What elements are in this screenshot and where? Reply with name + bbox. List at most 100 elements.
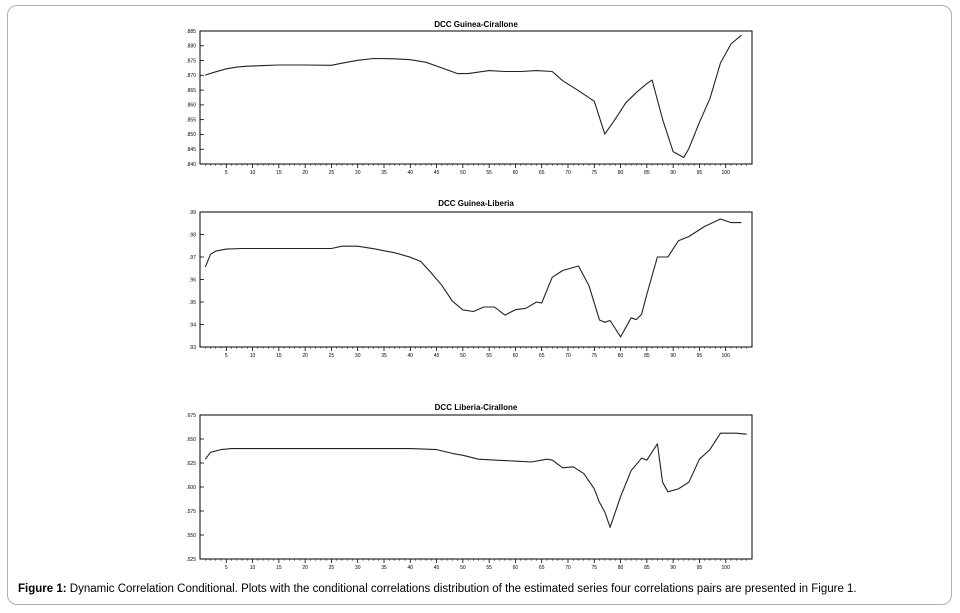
y-tick-label: .855 <box>186 117 196 123</box>
x-tick-label: 20 <box>302 353 308 359</box>
x-tick-label: 45 <box>434 353 440 359</box>
y-tick-label: .875 <box>186 58 196 64</box>
caption-label: Figure 1: <box>18 583 67 595</box>
x-tick-label: 10 <box>250 353 256 359</box>
y-tick-label: .865 <box>186 88 196 94</box>
x-tick-label: 60 <box>513 353 519 359</box>
y-tick-label: .650 <box>186 437 196 443</box>
x-tick-label: 75 <box>592 353 598 359</box>
figure-caption: Figure 1: Dynamic Correlation Conditiona… <box>18 583 948 595</box>
x-tick-label: 35 <box>381 565 387 571</box>
y-tick-label: .675 <box>186 413 196 419</box>
x-tick-label: 10 <box>250 170 256 176</box>
x-tick-label: 55 <box>486 353 492 359</box>
y-tick-label: .99 <box>189 210 196 216</box>
y-tick-label: .550 <box>186 533 196 539</box>
x-tick-label: 65 <box>539 565 545 571</box>
series-line <box>205 34 742 159</box>
x-tick-label: 25 <box>329 353 335 359</box>
x-tick-label: 25 <box>329 565 335 571</box>
x-tick-label: 10 <box>250 565 256 571</box>
x-tick-label: 100 <box>722 353 731 359</box>
x-tick-label: 45 <box>434 565 440 571</box>
x-tick-label: 60 <box>513 565 519 571</box>
x-tick-label: 50 <box>460 353 466 359</box>
x-tick-label: 100 <box>722 565 731 571</box>
x-tick-label: 80 <box>618 170 624 176</box>
y-tick-label: .840 <box>186 162 196 168</box>
x-tick-label: 5 <box>225 170 228 176</box>
chart-title: DCC Liberia-Cirallone <box>435 403 518 412</box>
x-tick-label: 85 <box>644 353 650 359</box>
y-tick-label: .870 <box>186 73 196 79</box>
y-tick-label: .98 <box>189 232 196 238</box>
chart-panel-1: DCC Guinea-Cirallone .840 .845 .850 .855 .860… <box>186 20 753 176</box>
x-tick-label: 90 <box>670 353 676 359</box>
x-tick-label: 80 <box>618 565 624 571</box>
y-tick-label: .525 <box>186 557 196 563</box>
x-tick-label: 90 <box>670 170 676 176</box>
y-tick-label: .625 <box>186 461 196 467</box>
x-tick-label: 65 <box>539 170 545 176</box>
x-tick-label: 70 <box>565 565 571 571</box>
chart-title: DCC Guinea-Cirallone <box>434 20 518 29</box>
x-tick-label: 55 <box>486 170 492 176</box>
y-tick-label: .860 <box>186 103 196 109</box>
y-tick-label: .880 <box>186 44 196 50</box>
plot-area-frame <box>199 211 753 348</box>
x-tick-label: 90 <box>670 565 676 571</box>
x-tick-label: 40 <box>408 170 414 176</box>
x-tick-label: 95 <box>697 565 703 571</box>
x-tick-label: 75 <box>592 565 598 571</box>
y-tick-label: .600 <box>186 485 196 491</box>
series-line <box>204 218 742 338</box>
series-line <box>204 432 747 528</box>
x-tick-label: 5 <box>225 353 228 359</box>
y-tick-label: .95 <box>189 300 196 306</box>
y-tick-label: .850 <box>186 132 196 138</box>
caption-text: Dynamic Correlation Conditional. Plots w… <box>69 583 857 595</box>
x-tick-label: 70 <box>565 170 571 176</box>
x-tick-label: 15 <box>276 170 282 176</box>
x-tick-label: 85 <box>644 170 650 176</box>
x-tick-label: 70 <box>565 353 571 359</box>
x-tick-label: 20 <box>302 170 308 176</box>
figure-frame <box>7 5 952 605</box>
x-tick-label: 65 <box>539 353 545 359</box>
x-tick-label: 95 <box>697 170 703 176</box>
y-tick-label: .94 <box>189 322 196 328</box>
x-tick-label: 30 <box>355 565 361 571</box>
plot-area-frame <box>199 30 753 165</box>
x-tick-label: 75 <box>592 170 598 176</box>
x-tick-label: 25 <box>329 170 335 176</box>
y-tick-label: .575 <box>186 509 196 515</box>
x-tick-label: 55 <box>486 565 492 571</box>
chart-panel-3: DCC Liberia-Cirallone .525 .550 .575 .600 .62… <box>186 403 753 571</box>
x-tick-label: 95 <box>697 353 703 359</box>
y-tick-label: .885 <box>186 29 196 35</box>
x-tick-label: 100 <box>722 170 731 176</box>
x-tick-label: 50 <box>460 565 466 571</box>
y-tick-label: .96 <box>189 277 196 283</box>
x-tick-label: 35 <box>381 353 387 359</box>
chart-panel-2: DCC Guinea-Liberia .93 .94 .95 .96 .97 .98 .99 5… <box>189 199 753 359</box>
x-tick-label: 30 <box>355 353 361 359</box>
x-tick-label: 40 <box>408 353 414 359</box>
x-tick-label: 40 <box>408 565 414 571</box>
x-tick-label: 60 <box>513 170 519 176</box>
x-tick-label: 20 <box>302 565 308 571</box>
x-tick-label: 15 <box>276 353 282 359</box>
x-tick-label: 35 <box>381 170 387 176</box>
y-tick-label: .845 <box>186 147 196 153</box>
x-tick-label: 45 <box>434 170 440 176</box>
x-tick-label: 50 <box>460 170 466 176</box>
y-tick-label: .97 <box>189 255 196 261</box>
y-tick-label: .93 <box>189 345 196 351</box>
plot-area-frame <box>199 414 753 560</box>
x-tick-label: 85 <box>644 565 650 571</box>
x-tick-label: 5 <box>225 565 228 571</box>
x-tick-label: 80 <box>618 353 624 359</box>
x-tick-label: 30 <box>355 170 361 176</box>
chart-title: DCC Guinea-Liberia <box>438 199 514 208</box>
